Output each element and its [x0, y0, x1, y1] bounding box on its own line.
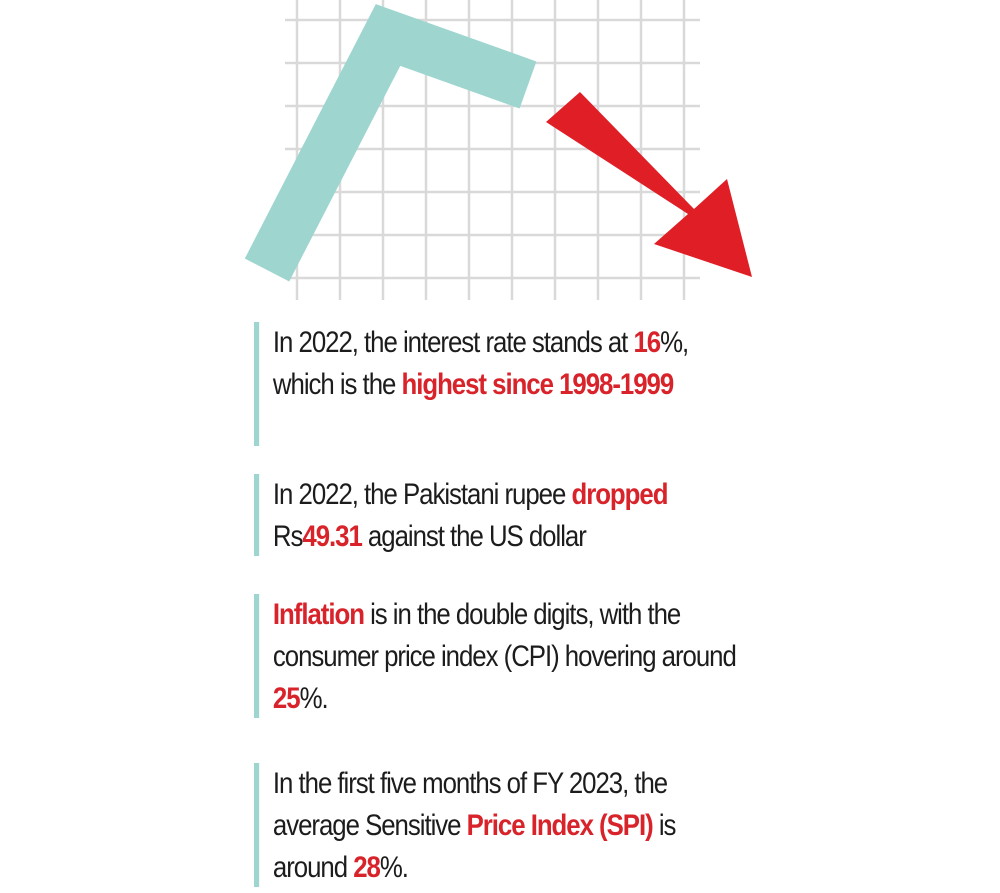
fact-interest-rate: In 2022, the interest rate stands at 16%…: [254, 322, 755, 446]
fact-highlight: dropped: [571, 478, 668, 511]
fact-text: %.: [379, 851, 409, 884]
fact-highlight: 25: [272, 682, 301, 715]
header-graphic: [244, 0, 752, 300]
fact-spi: In the first five months of FY 2023, the…: [254, 763, 755, 887]
fact-text: is around: [272, 809, 682, 884]
fact-text: In 2022, the interest rate stands at: [272, 326, 634, 359]
fact-inflation: Inflation is in the double digits, with …: [254, 594, 755, 718]
teal-angled-line-icon: [244, 4, 537, 282]
fact-text: %.: [299, 682, 329, 715]
fact-highlight: Inflation: [272, 598, 365, 631]
fact-text: Rs: [272, 478, 674, 553]
fact-rupee-drop: In 2022, the Pakistani rupee dropped Rs4…: [254, 474, 755, 556]
fact-text: %, which is the: [272, 326, 695, 401]
fact-text: is in the double digits, with the consum…: [272, 598, 742, 673]
fact-highlight: Price Index (SPI): [466, 809, 654, 842]
fact-highlight: highest since 1998-1999: [401, 368, 674, 401]
fact-text: In 2022, the Pakistani rupee: [272, 478, 572, 511]
fact-highlight: 16: [633, 326, 661, 359]
fact-text: In the first five months of FY 2023, the…: [272, 767, 674, 842]
fact-highlight: 49.31: [302, 520, 362, 553]
fact-text: against the US dollar: [361, 520, 587, 553]
fact-highlight: 28: [353, 851, 381, 884]
red-down-arrow-icon: [546, 92, 752, 277]
